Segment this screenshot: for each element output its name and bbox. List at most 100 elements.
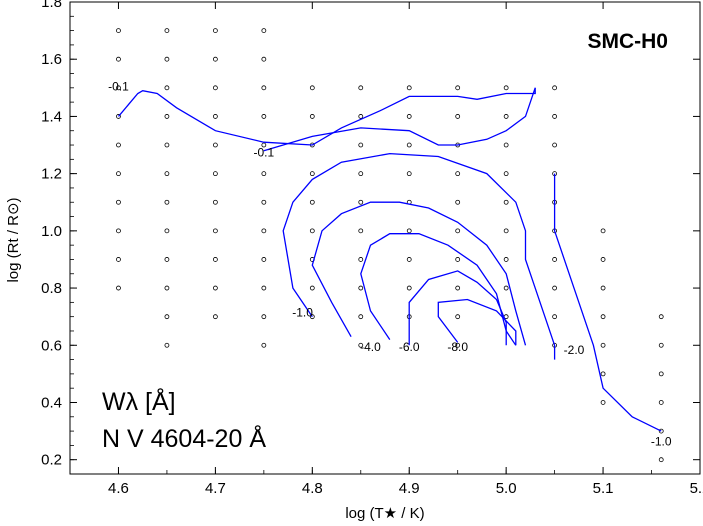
y-axis-ticks: 0.2 0.4 0.6 0.8 1.0 1.2 1.4 1.6 1.8 <box>41 0 700 469</box>
grid-point <box>455 171 461 177</box>
grid-point <box>309 228 315 234</box>
grid-point <box>600 257 606 262</box>
x-tick-label: 4.8 <box>302 480 323 497</box>
grid-point <box>212 285 218 291</box>
grid-point <box>164 114 170 119</box>
contour-label: -0.1 <box>254 145 275 159</box>
grid-point <box>455 314 461 320</box>
grid-point <box>164 314 170 320</box>
grid-point <box>358 342 364 348</box>
grid-point <box>164 228 170 234</box>
grid-point <box>261 199 267 205</box>
grid-point <box>261 56 267 62</box>
grid-point <box>358 171 364 177</box>
grid-point <box>116 228 121 234</box>
grid-point <box>600 342 606 348</box>
x-tick-label: 5.1 <box>593 480 614 497</box>
contour-line <box>311 201 527 346</box>
grid-point <box>261 142 267 148</box>
grid-point <box>164 342 170 348</box>
grid-point <box>358 314 364 320</box>
grid-point <box>116 171 121 177</box>
grid-point <box>503 142 509 148</box>
contour-label: -4.0 <box>360 340 381 354</box>
grid-point <box>358 257 364 262</box>
y-tick-label: 0.2 <box>41 452 62 469</box>
grid-point <box>406 171 412 177</box>
grid-point <box>552 257 558 262</box>
grid-point <box>503 171 509 177</box>
grid-point <box>261 285 267 291</box>
grid-point <box>261 114 267 119</box>
grid-point <box>406 85 412 91</box>
x-axis-ticks: 4.6 4.7 4.8 4.9 5.0 5.1 5.2 <box>108 2 703 497</box>
grid-point <box>164 28 170 34</box>
grid-point <box>658 342 664 348</box>
grid-point <box>503 257 509 262</box>
annotation-line-2: N V 4604-20 Å <box>102 423 266 453</box>
contour-label: -8.0 <box>447 340 468 354</box>
grid-point <box>116 114 121 119</box>
grid-point <box>164 85 170 91</box>
annotation-line-1: Wλ [Å] <box>102 386 176 416</box>
grid-point <box>261 228 267 234</box>
grid-point <box>358 199 364 205</box>
contour-line <box>282 152 556 360</box>
grid-point <box>309 199 315 205</box>
grid-point <box>164 171 170 177</box>
contour-line <box>408 270 507 346</box>
contour-lines <box>118 87 662 432</box>
grid-point <box>503 114 509 119</box>
contour-line <box>360 233 517 346</box>
y-tick-label: 1.2 <box>41 166 62 183</box>
grid-point <box>406 257 412 262</box>
y-tick-label: 1.8 <box>41 0 62 11</box>
grid-point <box>261 171 267 177</box>
grid-point <box>455 114 461 119</box>
grid-point <box>309 314 315 320</box>
y-tick-label: 1.0 <box>41 223 62 240</box>
grid-point <box>164 199 170 205</box>
grid-point <box>552 314 558 320</box>
grid-point <box>164 285 170 291</box>
grid-point <box>261 314 267 320</box>
grid-points <box>116 28 664 463</box>
grid-point <box>503 199 509 205</box>
grid-point <box>658 400 664 405</box>
grid-point <box>358 285 364 291</box>
grid-point <box>358 85 364 91</box>
grid-point <box>212 257 218 262</box>
grid-point <box>212 85 218 91</box>
grid-point <box>116 257 121 262</box>
grid-point <box>261 342 267 348</box>
grid-point <box>309 171 315 177</box>
grid-point <box>164 257 170 262</box>
grid-point <box>212 114 218 119</box>
x-tick-label: 5.2 <box>690 480 703 497</box>
grid-point <box>309 85 315 91</box>
grid-point <box>406 142 412 148</box>
grid-point <box>658 428 664 434</box>
y-tick-label: 0.4 <box>41 394 62 411</box>
grid-point <box>212 228 218 234</box>
grid-point <box>358 114 364 119</box>
y-tick-label: 0.8 <box>41 280 62 297</box>
grid-point <box>600 285 606 291</box>
grid-point <box>455 257 461 262</box>
grid-point <box>600 371 606 377</box>
grid-point <box>261 28 267 34</box>
x-tick-label: 5.0 <box>496 480 517 497</box>
grid-point <box>212 199 218 205</box>
grid-point <box>116 285 121 291</box>
grid-point <box>600 314 606 320</box>
grid-point <box>212 171 218 177</box>
grid-point <box>455 228 461 234</box>
grid-point <box>552 114 558 119</box>
x-tick-label: 4.6 <box>108 480 129 497</box>
grid-point <box>600 228 606 234</box>
grid-point <box>406 285 412 291</box>
grid-point <box>309 285 315 291</box>
grid-point <box>503 285 509 291</box>
y-tick-label: 1.4 <box>41 108 62 125</box>
grid-point <box>552 285 558 291</box>
